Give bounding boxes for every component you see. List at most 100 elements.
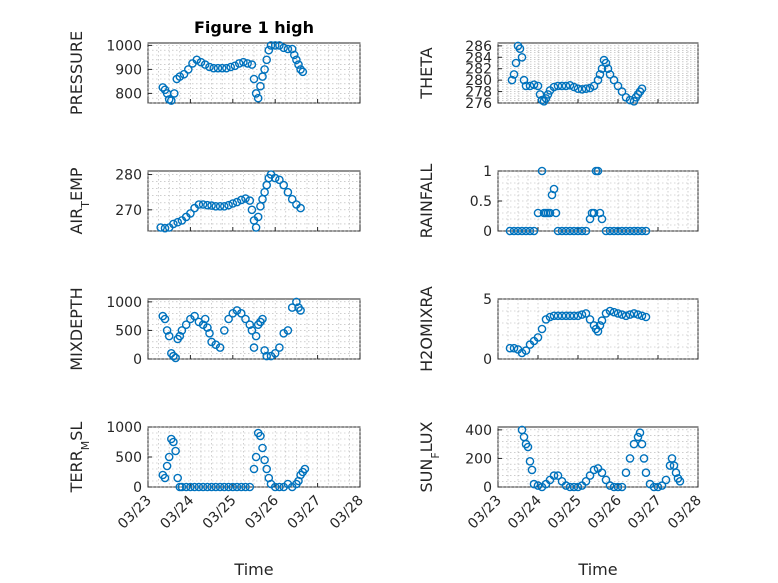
data-point xyxy=(529,479,539,489)
data-point xyxy=(207,201,216,210)
data-point xyxy=(671,468,681,478)
data-point xyxy=(601,58,611,68)
data-point xyxy=(219,326,229,335)
subplot-6: 0 5 H2OMIXRA xyxy=(417,286,699,372)
data-point xyxy=(213,63,223,73)
data-point xyxy=(621,468,631,478)
ytick-label: 1 xyxy=(483,164,492,180)
data-point xyxy=(581,84,591,93)
data-point xyxy=(217,63,227,73)
data-point xyxy=(613,482,623,492)
data-point xyxy=(529,226,539,236)
data-point xyxy=(205,328,214,338)
data-point xyxy=(228,482,238,492)
data-point xyxy=(192,55,202,65)
data-point xyxy=(557,226,567,236)
data-point xyxy=(262,55,272,65)
data-point xyxy=(181,482,191,492)
data-point xyxy=(597,214,607,224)
data-point xyxy=(164,452,174,462)
data-point xyxy=(519,75,529,85)
data-point xyxy=(251,452,261,462)
data-point xyxy=(245,196,255,205)
data-point xyxy=(653,482,663,492)
data-point xyxy=(162,461,172,471)
data-point xyxy=(549,184,559,194)
data-point xyxy=(294,60,303,69)
data-point xyxy=(205,62,214,72)
data-point xyxy=(629,97,639,106)
data-point xyxy=(605,70,615,79)
data-point xyxy=(577,310,587,319)
data-point xyxy=(211,201,221,211)
data-point xyxy=(181,320,191,330)
data-point xyxy=(509,226,519,236)
data-point xyxy=(270,173,280,183)
data-point xyxy=(545,208,555,218)
data-point xyxy=(279,180,289,190)
data-point xyxy=(573,226,583,236)
ytick-label: 0 xyxy=(483,480,492,496)
data-point xyxy=(169,89,179,98)
data-point xyxy=(275,343,284,352)
data-point xyxy=(200,314,210,324)
data-point xyxy=(219,201,229,211)
data-point xyxy=(177,482,187,492)
data-point xyxy=(525,81,535,91)
data-point xyxy=(537,324,547,334)
data-point xyxy=(585,315,595,324)
data-point xyxy=(581,309,591,318)
data-point xyxy=(256,431,265,441)
data-point xyxy=(603,64,613,73)
data-point xyxy=(507,75,517,85)
chart-title: Figure 1 high xyxy=(194,18,314,37)
data-point xyxy=(593,75,603,85)
data-point xyxy=(219,482,229,492)
data-point xyxy=(657,481,667,490)
data-point xyxy=(517,226,527,236)
data-point xyxy=(629,309,639,318)
data-point xyxy=(597,468,607,478)
data-point xyxy=(222,63,231,73)
data-point xyxy=(625,454,635,463)
data-point xyxy=(215,201,225,211)
data-point xyxy=(287,303,297,312)
data-point xyxy=(169,437,178,447)
data-point xyxy=(553,311,563,321)
data-point xyxy=(183,65,193,74)
data-point xyxy=(270,348,280,358)
data-point xyxy=(194,200,204,209)
data-point xyxy=(190,482,199,492)
data-point xyxy=(545,312,555,322)
data-point xyxy=(166,96,176,105)
subplot-1: 800 900 1000 PRESSURE Figure 1 high xyxy=(67,18,361,115)
data-point xyxy=(232,197,242,207)
data-point xyxy=(198,200,208,209)
data-point xyxy=(509,70,519,79)
data-point xyxy=(617,482,627,492)
data-point xyxy=(251,89,261,98)
ytick-label: 500 xyxy=(115,450,142,466)
data-point xyxy=(561,311,571,321)
data-point xyxy=(609,307,619,317)
data-point xyxy=(160,473,170,483)
data-point xyxy=(561,226,571,236)
data-point xyxy=(633,432,643,442)
data-point xyxy=(258,314,267,324)
data-point xyxy=(270,41,280,50)
data-point xyxy=(573,311,583,321)
data-point xyxy=(633,310,643,319)
data-point xyxy=(236,308,246,318)
data-point xyxy=(637,439,647,449)
data-point xyxy=(260,455,269,465)
data-point xyxy=(581,226,591,236)
data-point xyxy=(613,81,623,91)
data-point xyxy=(224,314,233,324)
data-point xyxy=(160,314,170,324)
data-point xyxy=(617,310,627,319)
data-point xyxy=(601,226,611,236)
data-point xyxy=(569,226,579,236)
ylabel-4: RAINFALL xyxy=(417,164,436,239)
data-point xyxy=(517,53,527,62)
data-point xyxy=(169,219,178,229)
